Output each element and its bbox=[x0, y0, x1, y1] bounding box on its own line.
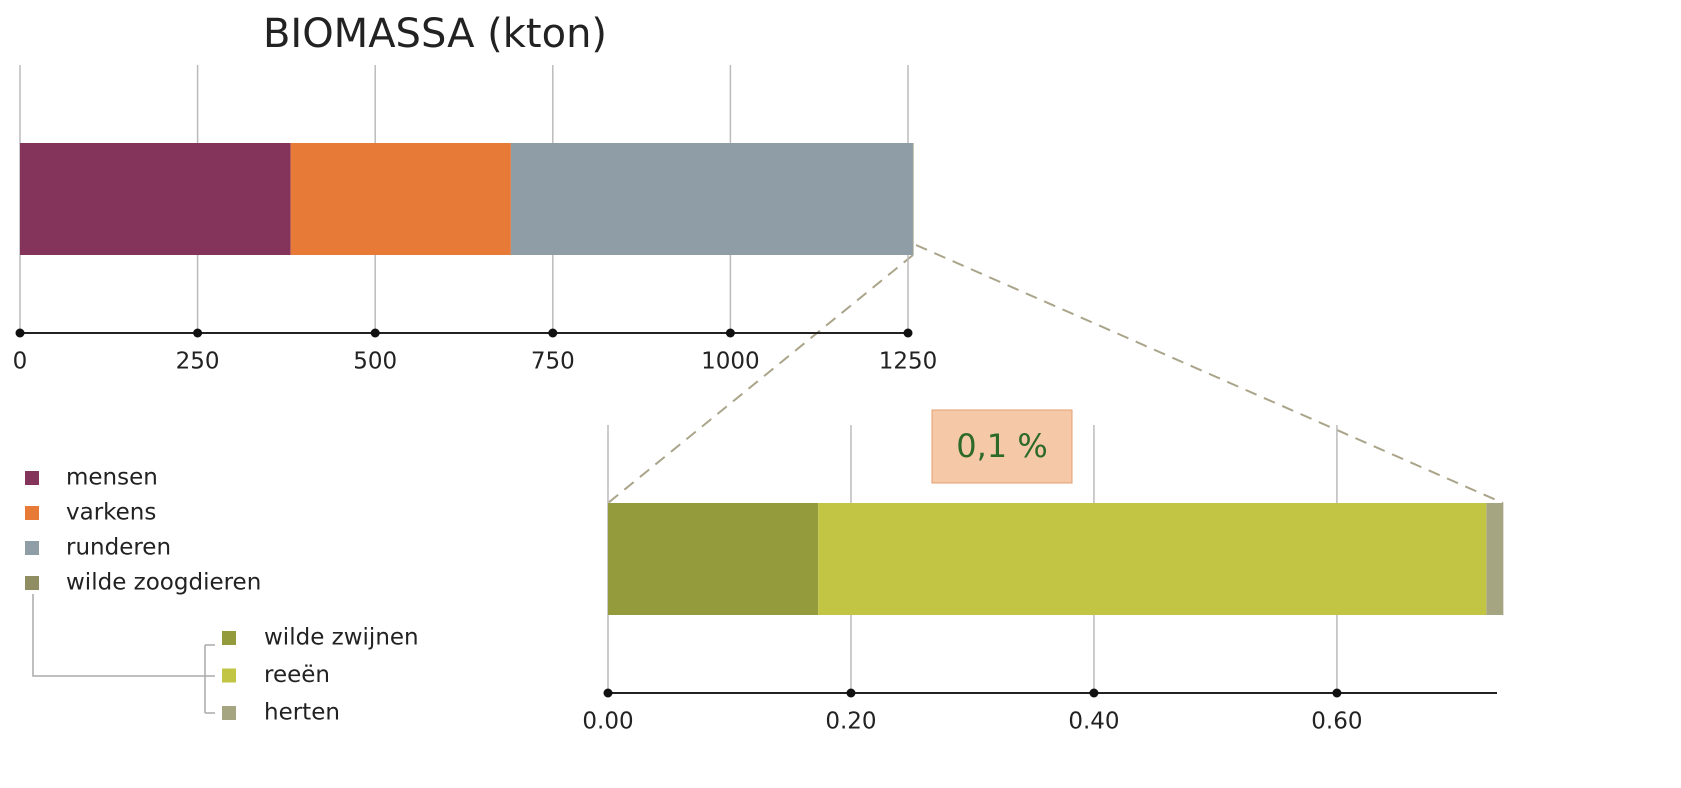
legend-connector bbox=[32, 594, 215, 714]
tick-mark bbox=[370, 328, 380, 338]
tick-mark bbox=[903, 328, 913, 338]
bar-segment bbox=[818, 503, 1487, 615]
legend-label: wilde zoogdieren bbox=[66, 570, 261, 596]
bar-segment bbox=[608, 503, 819, 615]
tick-mark bbox=[15, 328, 25, 338]
zoom-line bbox=[915, 244, 1504, 504]
x-tick-label: 1250 bbox=[879, 349, 938, 375]
x-tick-label: 0.60 bbox=[1311, 709, 1362, 735]
x-tick-label: 1000 bbox=[701, 349, 760, 375]
legend-swatch bbox=[25, 506, 39, 520]
tick-mark bbox=[725, 328, 735, 338]
annotation-box bbox=[931, 409, 1073, 484]
x-tick-label: 0.40 bbox=[1068, 709, 1119, 735]
annotation: 0,1 % bbox=[956, 427, 1047, 465]
legend-swatch bbox=[25, 576, 39, 590]
x-tick-label: 500 bbox=[353, 349, 397, 375]
legend-swatch bbox=[222, 706, 236, 720]
legend-swatch bbox=[25, 541, 39, 555]
bar-segment bbox=[290, 143, 511, 255]
legend-label: varkens bbox=[66, 500, 156, 526]
tick-mark bbox=[1089, 688, 1099, 698]
legend-label: reeën bbox=[264, 662, 330, 688]
chart-title: BIOMASSA (kton) bbox=[263, 11, 607, 57]
tick-mark bbox=[846, 688, 856, 698]
legend-label: runderen bbox=[66, 535, 171, 561]
tick-mark bbox=[193, 328, 203, 338]
bar-segment bbox=[510, 143, 913, 255]
x-tick-label: 0.20 bbox=[825, 709, 876, 735]
x-tick-label: 250 bbox=[176, 349, 220, 375]
bar-segment bbox=[1486, 503, 1504, 615]
tick-mark bbox=[1332, 688, 1342, 698]
tick-mark bbox=[548, 328, 558, 338]
legend-swatch bbox=[25, 471, 39, 485]
x-tick-label: 0.00 bbox=[582, 709, 633, 735]
bar-segment bbox=[912, 143, 914, 255]
x-tick-label: 0 bbox=[13, 349, 28, 375]
tick-mark bbox=[603, 688, 613, 698]
legend-swatch bbox=[222, 631, 236, 645]
x-tick-label: 750 bbox=[531, 349, 575, 375]
legend-label: mensen bbox=[66, 465, 158, 491]
bar-segment bbox=[20, 143, 291, 255]
legend-label: wilde zwijnen bbox=[264, 625, 419, 651]
zoom-line bbox=[607, 254, 914, 504]
legend-swatch bbox=[222, 668, 236, 683]
legend-label: herten bbox=[264, 700, 340, 726]
